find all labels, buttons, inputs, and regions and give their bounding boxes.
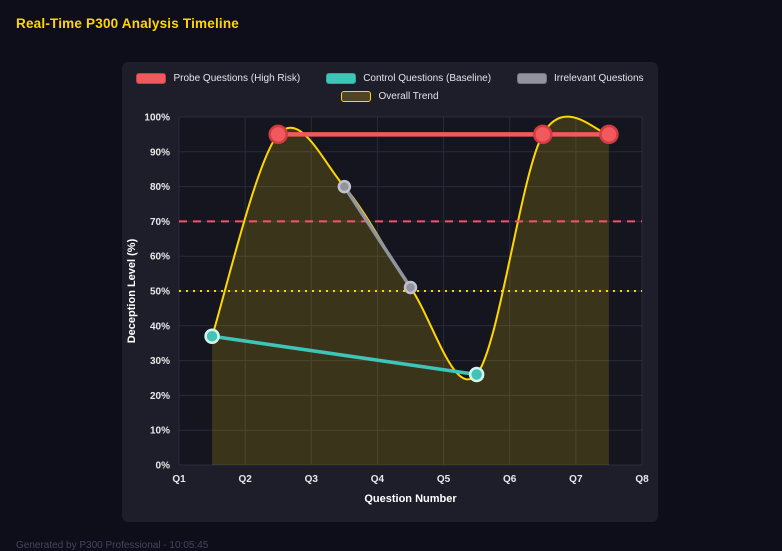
legend-item[interactable]: Irrelevant Questions — [517, 73, 644, 84]
legend-swatch — [326, 73, 357, 84]
legend-item[interactable]: Overall Trend — [341, 91, 439, 102]
probe-marker — [268, 124, 288, 145]
y-tick-label: 30% — [150, 356, 170, 367]
y-axis-title: Deception Level (%) — [126, 238, 138, 343]
y-tick-label: 40% — [150, 321, 170, 332]
chart-legend-row-1: Probe Questions (High Risk) Control Quest… — [122, 73, 658, 84]
chart-legend-row-2: Overall Trend — [122, 91, 658, 102]
control-line — [210, 334, 479, 377]
x-tick-label: Q4 — [371, 474, 385, 485]
legend-label: Irrelevant Questions — [554, 73, 644, 84]
x-tick-label: Q3 — [305, 474, 319, 485]
legend-label: Overall Trend — [378, 91, 439, 102]
x-tick-label: Q8 — [635, 474, 649, 485]
irrelevant-line — [342, 184, 413, 290]
y-tick-label: 100% — [144, 113, 170, 124]
probe-marker — [599, 124, 619, 145]
legend-label: Probe Questions (High Risk) — [173, 73, 301, 84]
irrelevant-marker — [337, 179, 352, 194]
y-tick-label: 60% — [150, 252, 170, 263]
legend-item[interactable]: Control Questions (Baseline) — [326, 73, 491, 84]
legend-swatch — [136, 73, 167, 84]
y-tick-label: 50% — [150, 287, 170, 298]
x-tick-label: Q6 — [503, 474, 517, 485]
page-title: Real-Time P300 Analysis Timeline — [16, 16, 240, 31]
y-tick-label: 90% — [150, 147, 170, 158]
y-tick-label: 10% — [150, 426, 170, 437]
x-tick-label: Q5 — [437, 474, 451, 485]
control-marker — [468, 366, 485, 383]
x-tick-label: Q1 — [172, 474, 186, 485]
x-tick-label: Q7 — [569, 474, 583, 485]
probe-marker — [533, 124, 553, 145]
irrelevant-marker — [403, 280, 418, 295]
y-tick-label: 70% — [150, 217, 170, 228]
y-tick-label: 20% — [150, 391, 170, 402]
chart-panel: Probe Questions (High Risk) Control Quest… — [122, 62, 658, 522]
legend-swatch — [517, 73, 548, 84]
timeline-chart[interactable]: 0% 10% 20% 30% 40% 50% 60% 70% 80% 90% 100% Q1 Q2 Q3 Q… — [122, 109, 658, 509]
control-marker — [204, 328, 220, 344]
x-axis-title: Question Number — [364, 493, 457, 505]
legend-swatch — [341, 91, 372, 102]
legend-label: Control Questions (Baseline) — [363, 73, 492, 84]
y-tick-label: 0% — [156, 461, 171, 472]
y-tick-label: 80% — [150, 182, 170, 193]
x-tick-label: Q2 — [238, 474, 252, 485]
legend-item[interactable]: Probe Questions (High Risk) — [136, 73, 300, 84]
